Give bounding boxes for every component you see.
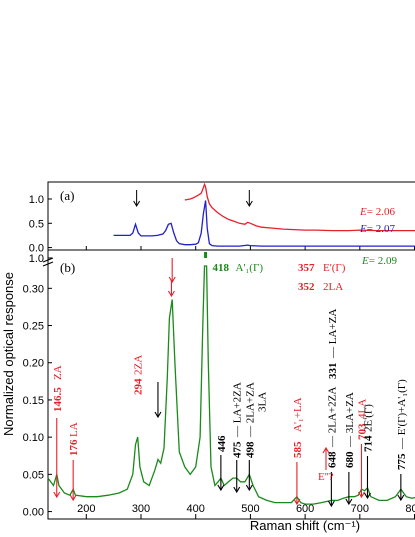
- annotation-label: 714: [362, 435, 374, 452]
- labels: 200 300 400 500 600 700 800 0.0 0.5 1.0 0.00 0.05 0.…: [23, 194, 415, 519]
- y-tick-label-b: 0.05: [23, 469, 44, 481]
- y-tick-label-a: 0.5: [29, 218, 44, 230]
- annotation-label: 2E'(Γ): [362, 404, 374, 432]
- annotation-label: A'₁(Γ): [236, 262, 264, 274]
- series-line-b: [47, 265, 415, 505]
- axis-break-mark: [42, 261, 54, 267]
- annotation-label: 680: [344, 451, 356, 468]
- y-axis-title: Normalized optical response: [1, 272, 16, 436]
- peak-arrow-head: [53, 491, 61, 499]
- peak-arrow-head: [233, 486, 241, 494]
- peak-arrow-head: [154, 411, 162, 419]
- peak-arrow-head: [293, 498, 301, 506]
- peak-arrow-up-head: [322, 446, 330, 454]
- arrow-a-head: [245, 200, 253, 207]
- peak-arrow-head: [345, 498, 353, 506]
- axis-ticks: [42, 198, 415, 519]
- annotation-label: E'(Γ): [323, 262, 346, 274]
- y-tick-label-break: 1.0: [29, 253, 44, 265]
- annotation-label: 4LA: [356, 399, 368, 419]
- annotation-label: 352: [298, 281, 315, 293]
- annotation-label: A'₁+LA: [292, 397, 304, 432]
- arrow-a-head: [133, 200, 141, 207]
- annotation-label: E''?: [318, 471, 334, 483]
- annotation-label: 498: [244, 441, 256, 458]
- annotation-label: — 2LA+ZA: [244, 382, 256, 438]
- x-tick-label: 800: [405, 503, 415, 515]
- x-tick-label: 500: [241, 503, 259, 515]
- peak-arrow-head: [245, 484, 253, 492]
- peak-arrow-head: [357, 491, 365, 499]
- annotation-label: 2LA: [323, 281, 343, 293]
- x-tick-label: 400: [187, 503, 205, 515]
- y-tick-label-b: 0.25: [23, 321, 44, 333]
- peak-arrow-head: [217, 484, 225, 492]
- annotation-label: 146.5: [52, 387, 64, 412]
- annotation-label: — LA+ZA: [327, 309, 339, 359]
- peak-arrow-head: [327, 500, 335, 508]
- annotation-label: 176: [68, 439, 80, 456]
- annotation-label: 3LA: [256, 392, 268, 412]
- peak-arrow-head: [167, 290, 175, 298]
- y-tick-label-a: 1.0: [29, 194, 44, 206]
- panel-b-frame: [47, 249, 415, 520]
- series-line-a: [113, 200, 415, 247]
- curves: [47, 182, 415, 505]
- annotation-label: — 2LA+2ZA: [326, 387, 338, 448]
- annotation-label: 475: [232, 441, 244, 458]
- y-tick-label-b: 0.10: [23, 432, 44, 444]
- peak-arrow-head: [397, 494, 405, 502]
- annotation-label: 703: [356, 423, 368, 440]
- annotation-label: LA: [68, 422, 80, 437]
- annotation-label: 294: [133, 378, 145, 395]
- legend-entry-a: E= 2.06: [359, 206, 395, 218]
- peak-arrow-head: [69, 494, 77, 502]
- y-tick-label-b: 0.00: [23, 507, 44, 519]
- annotation-label: 446: [216, 435, 228, 452]
- panel-a-label: (a): [60, 188, 74, 203]
- arrows: [53, 190, 405, 508]
- annotation-label: 775: [396, 453, 408, 470]
- x-axis-title: Raman shift (cm⁻¹): [250, 518, 360, 533]
- x-tick-label: 200: [77, 503, 95, 515]
- annotation-label: ZA: [52, 365, 64, 380]
- panel-b-label: (b): [60, 260, 75, 275]
- y-tick-label-a: 0.0: [29, 243, 44, 255]
- y-tick-label-b: 0.30: [23, 283, 44, 295]
- annotation-label: — LA+2ZA: [232, 382, 244, 438]
- annotation-label: 418: [213, 262, 230, 274]
- y-tick-label-b: 0.20: [23, 358, 44, 370]
- annotation-label: — 3LA+ZA: [344, 392, 356, 448]
- legend-entry-b: E= 2.09: [361, 255, 397, 267]
- peak-arrow-head: [168, 276, 176, 284]
- x-tick-label: 600: [296, 503, 314, 515]
- y-tick-label-b: 0.15: [23, 395, 44, 407]
- annotation-label: — E'(Γ)+A'₁(Γ): [396, 379, 408, 450]
- x-tick-label: 300: [132, 503, 150, 515]
- x-tick-label: 700: [351, 503, 369, 515]
- annotation-label: 2ZA: [133, 355, 145, 375]
- annotation-label: 331: [327, 363, 339, 380]
- annotation-label: 357: [298, 262, 315, 274]
- series-line-a: [184, 182, 415, 232]
- axis-break-mark: [42, 257, 54, 263]
- legend-entry-a: E= 2.07: [359, 223, 395, 235]
- peak-arrow-head: [364, 492, 371, 500]
- annotation-label: 648: [326, 451, 338, 468]
- annotation-label: 585: [292, 441, 304, 458]
